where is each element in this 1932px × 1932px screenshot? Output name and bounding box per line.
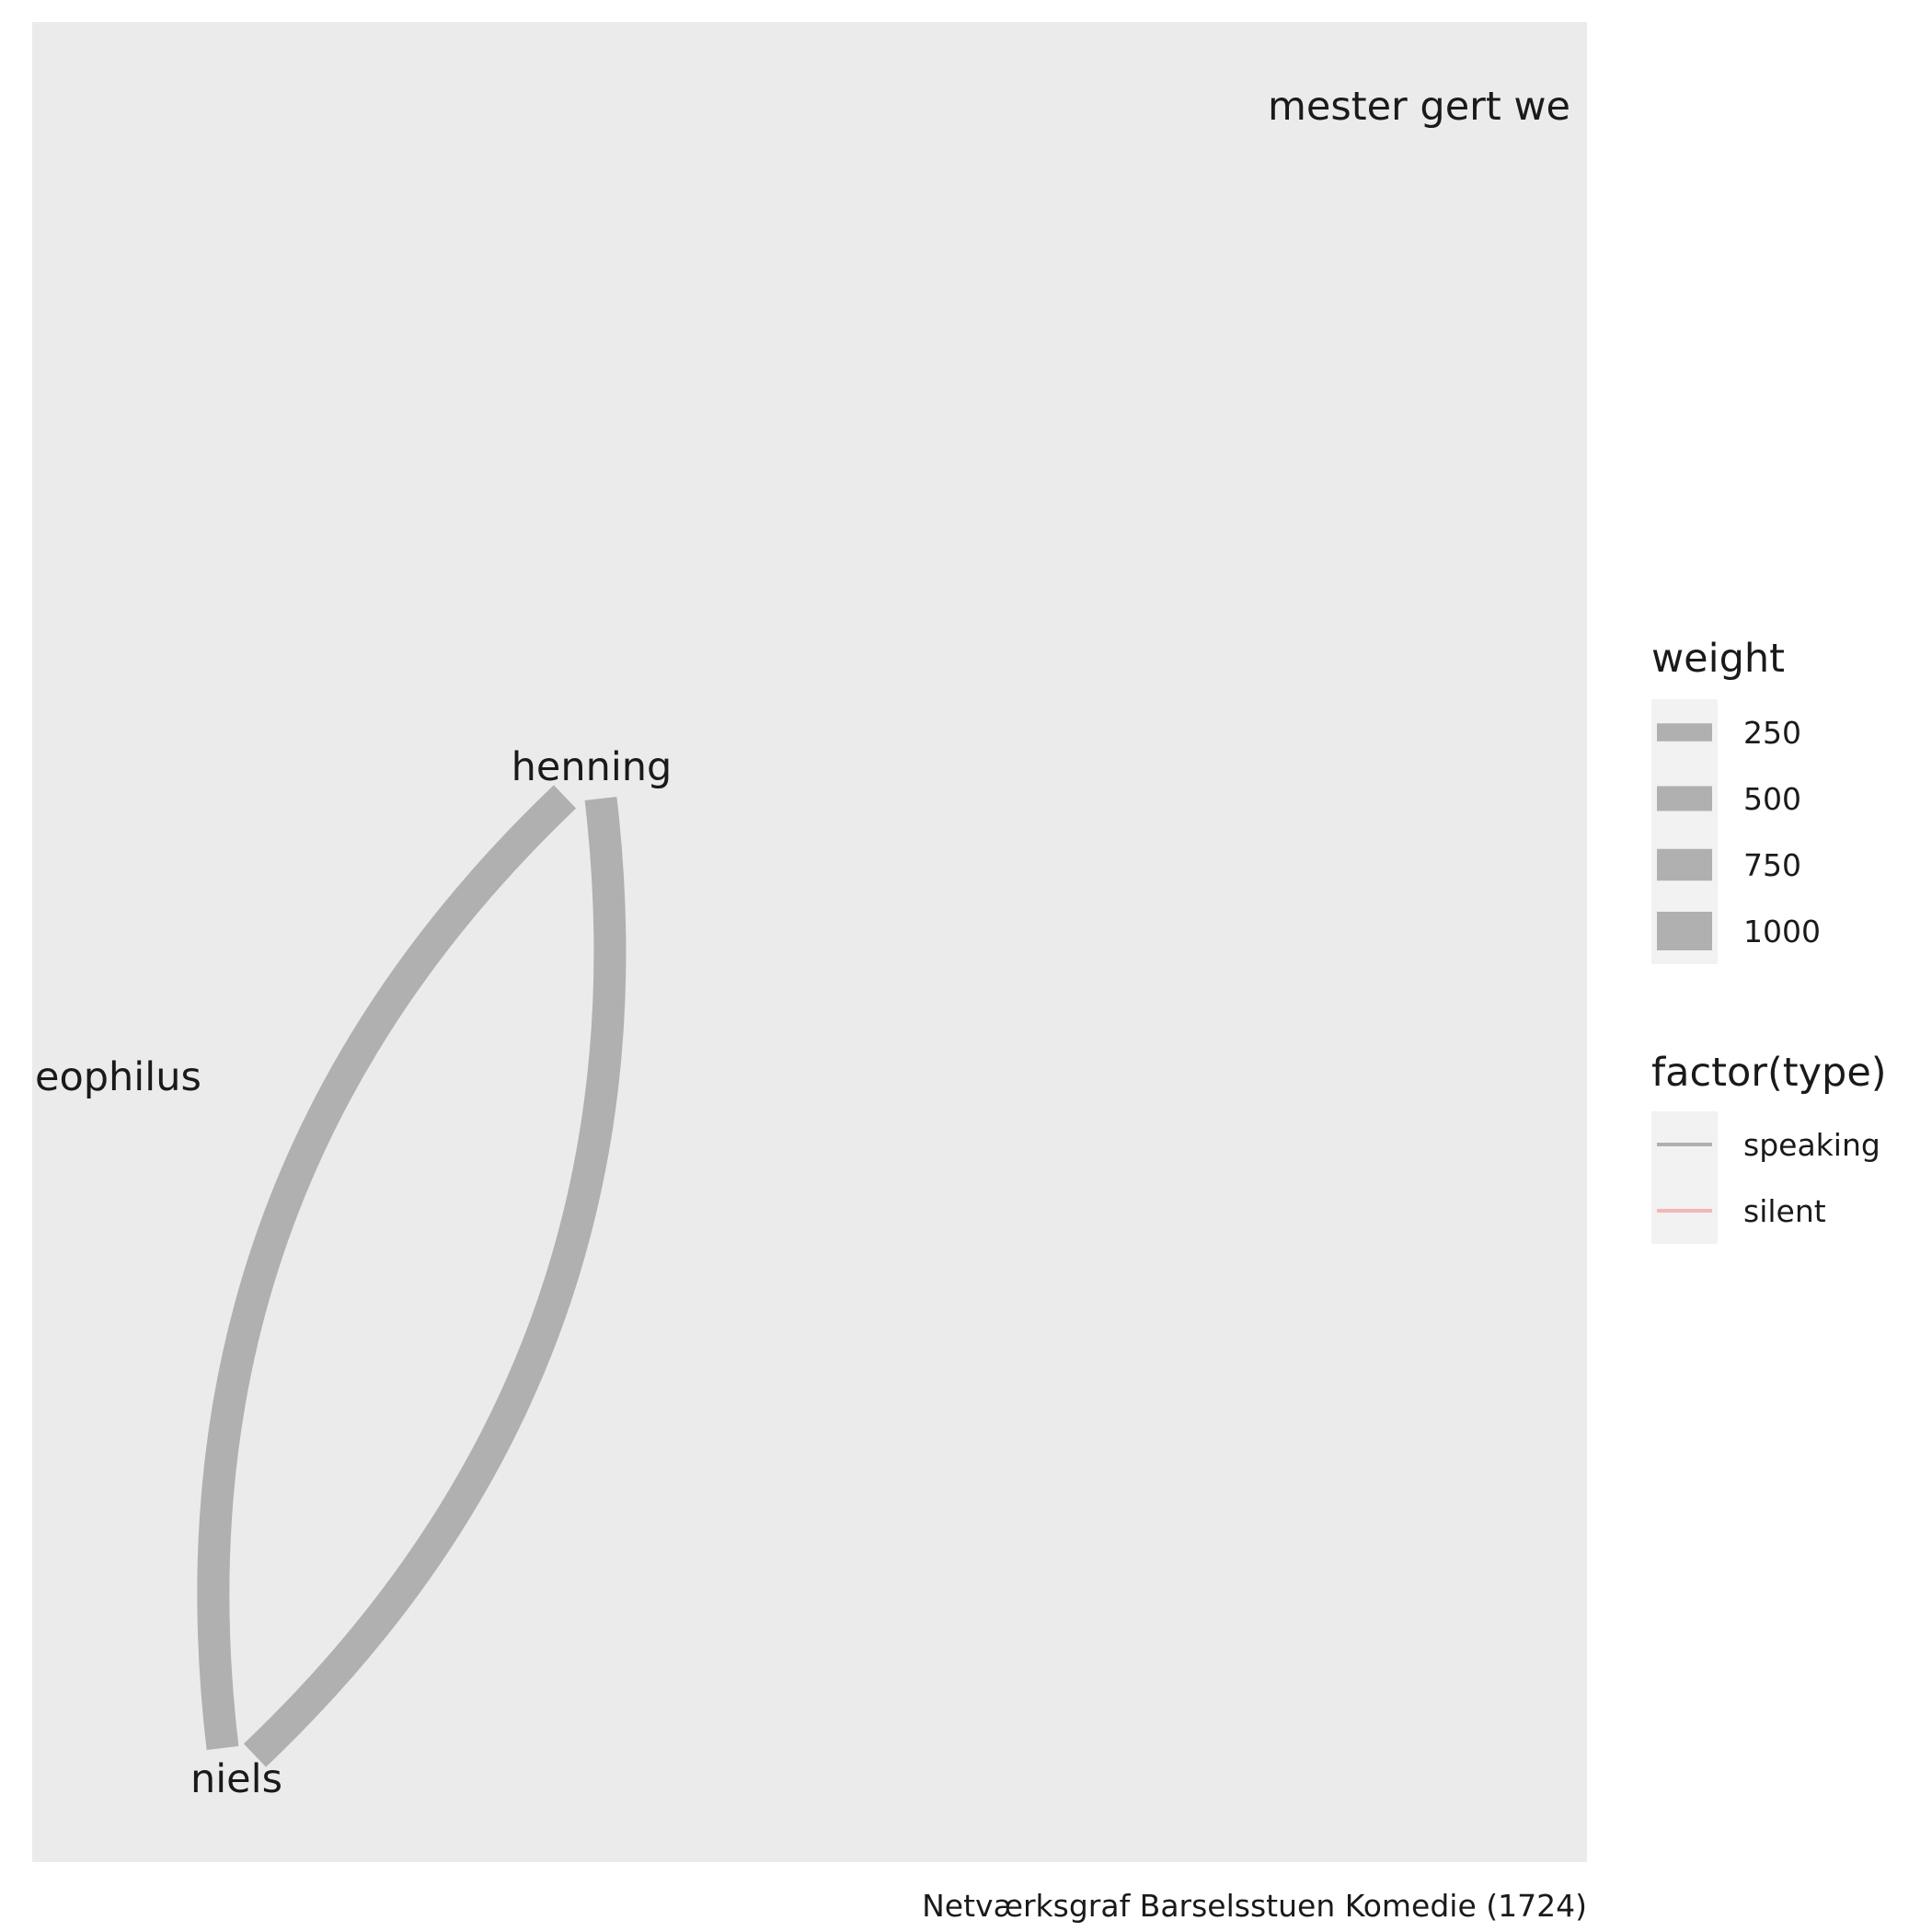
chart-caption: Netværksgraf Barselsstuen Komedie (1724)	[922, 1888, 1587, 1924]
node-label-mester_gert_westphaler: mester gert we	[1268, 84, 1570, 130]
node-label-theophilus: eophilus	[35, 1054, 201, 1100]
node-label-niels: niels	[190, 1756, 282, 1802]
plot-panel	[32, 22, 1587, 1862]
weight-legend-label-1000: 1000	[1743, 914, 1821, 949]
type-legend-title: factor(type)	[1651, 1050, 1887, 1096]
edge-niels-henning	[197, 785, 577, 1751]
edges-layer	[197, 785, 627, 1767]
weight-legend-label-250: 250	[1743, 715, 1801, 751]
weight-legend-key-500	[1657, 786, 1712, 811]
weight-legend-key-750	[1657, 848, 1712, 881]
weight-legend-key-1000	[1657, 912, 1712, 950]
legend: weight 250 500 750 1000 factor(type) speaki…	[1651, 636, 1887, 1244]
weight-legend-label-500: 500	[1743, 781, 1801, 817]
type-legend-label-silent: silent	[1743, 1193, 1826, 1229]
type-legend-keys-bg	[1651, 1111, 1718, 1244]
type-legend-label-speaking: speaking	[1743, 1127, 1880, 1163]
weight-legend-keys: 250 500 750 1000	[1657, 715, 1821, 950]
weight-legend-title: weight	[1651, 636, 1785, 682]
weight-legend-key-250	[1657, 723, 1712, 742]
weight-legend-label-750: 750	[1743, 847, 1801, 883]
type-legend-keys: speaking silent	[1657, 1127, 1880, 1229]
node-label-henning: henning	[512, 744, 673, 790]
edge-henning-niels	[243, 796, 627, 1767]
nodes-layer: mester gert we henning eophilus niels	[35, 84, 1570, 1802]
